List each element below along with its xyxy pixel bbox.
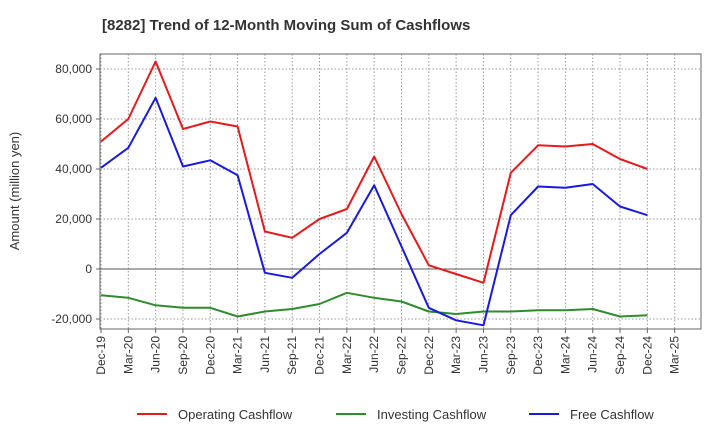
x-tick-label: Sep-21 bbox=[285, 336, 299, 375]
x-tick-label: Dec-19 bbox=[94, 336, 108, 375]
y-axis-title: Amount (million yen) bbox=[7, 132, 22, 251]
x-tick-label: Mar-21 bbox=[231, 336, 245, 374]
series-layer bbox=[100, 60, 648, 327]
x-tick-label: Dec-22 bbox=[422, 336, 436, 375]
x-tick-label: Jun-21 bbox=[258, 336, 272, 373]
x-tick-label: Sep-22 bbox=[395, 336, 409, 375]
y-tick-label: 0 bbox=[85, 262, 92, 276]
x-tick-label: Dec-20 bbox=[203, 336, 217, 375]
x-tick-label: Sep-20 bbox=[176, 336, 190, 375]
x-tick-label: Jun-22 bbox=[367, 336, 381, 373]
legend-label: Operating Cashflow bbox=[178, 407, 293, 422]
plot-frame bbox=[99, 53, 702, 330]
x-tick-label: Sep-23 bbox=[504, 336, 518, 375]
x-tick-label: Dec-21 bbox=[313, 336, 327, 375]
x-axis-ticks: Dec-19 Mar-20 Jun-20 Sep-20 Dec-20 Mar-21 Jun-… bbox=[94, 329, 682, 375]
x-tick-label: Jun-20 bbox=[149, 336, 163, 373]
series-line-investing-cashflow bbox=[100, 291, 648, 318]
chart-title: [8282] Trend of 12-Month Moving Sum of C… bbox=[102, 17, 470, 34]
series-line-operating-cashflow bbox=[100, 60, 648, 284]
plot-area bbox=[100, 54, 701, 329]
x-tick-label: Mar-24 bbox=[558, 336, 572, 374]
x-tick-label: Sep-24 bbox=[613, 336, 627, 375]
x-tick-label: Mar-22 bbox=[340, 336, 354, 374]
gridlines bbox=[100, 54, 701, 329]
x-tick-label: Dec-24 bbox=[640, 336, 654, 375]
y-tick-label: 80,000 bbox=[55, 62, 92, 76]
x-tick-label: Mar-25 bbox=[668, 336, 682, 374]
y-tick-label: 60,000 bbox=[55, 112, 92, 126]
legend-label: Free Cashflow bbox=[570, 407, 654, 422]
y-tick-label: 20,000 bbox=[55, 212, 92, 226]
x-tick-label: Mar-23 bbox=[449, 336, 463, 374]
y-tick-label: 40,000 bbox=[55, 162, 92, 176]
x-tick-label: Jun-24 bbox=[586, 336, 600, 373]
series-line-free-cashflow bbox=[100, 96, 648, 327]
x-tick-label: Jun-23 bbox=[476, 336, 490, 373]
y-tick-label: -20,000 bbox=[51, 312, 92, 326]
x-tick-label: Mar-20 bbox=[121, 336, 135, 374]
y-axis-ticks: -20,000 0 20,000 40,000 60,000 80,000 bbox=[51, 62, 100, 326]
x-tick-label: Dec-23 bbox=[531, 336, 545, 375]
legend: Operating Cashflow Investing Cashflow Free… bbox=[137, 407, 654, 422]
legend-label: Investing Cashflow bbox=[377, 407, 487, 422]
